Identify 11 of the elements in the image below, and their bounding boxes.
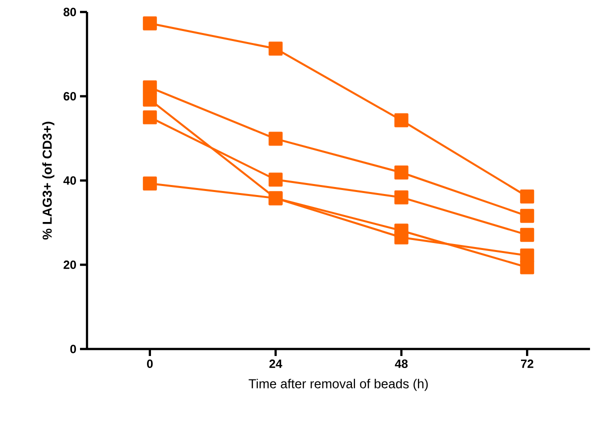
x-tick-label: 0 <box>147 360 153 368</box>
x-tick-label: 48 <box>394 360 408 368</box>
y-tick-label: 60 <box>64 92 76 100</box>
x-axis-title: Time after removal of beads (h) <box>248 378 428 391</box>
x-tick-label: 24 <box>269 360 282 368</box>
y-tick-label: 0 <box>70 344 76 354</box>
y-tick-label: 20 <box>64 260 76 269</box>
y-tick-label: 40 <box>63 176 76 185</box>
x-tick-label: 72 <box>520 360 534 368</box>
y-axis-title: % LAG3+ (of CD3+) <box>42 122 54 240</box>
y-tick-label: 80 <box>64 8 76 16</box>
